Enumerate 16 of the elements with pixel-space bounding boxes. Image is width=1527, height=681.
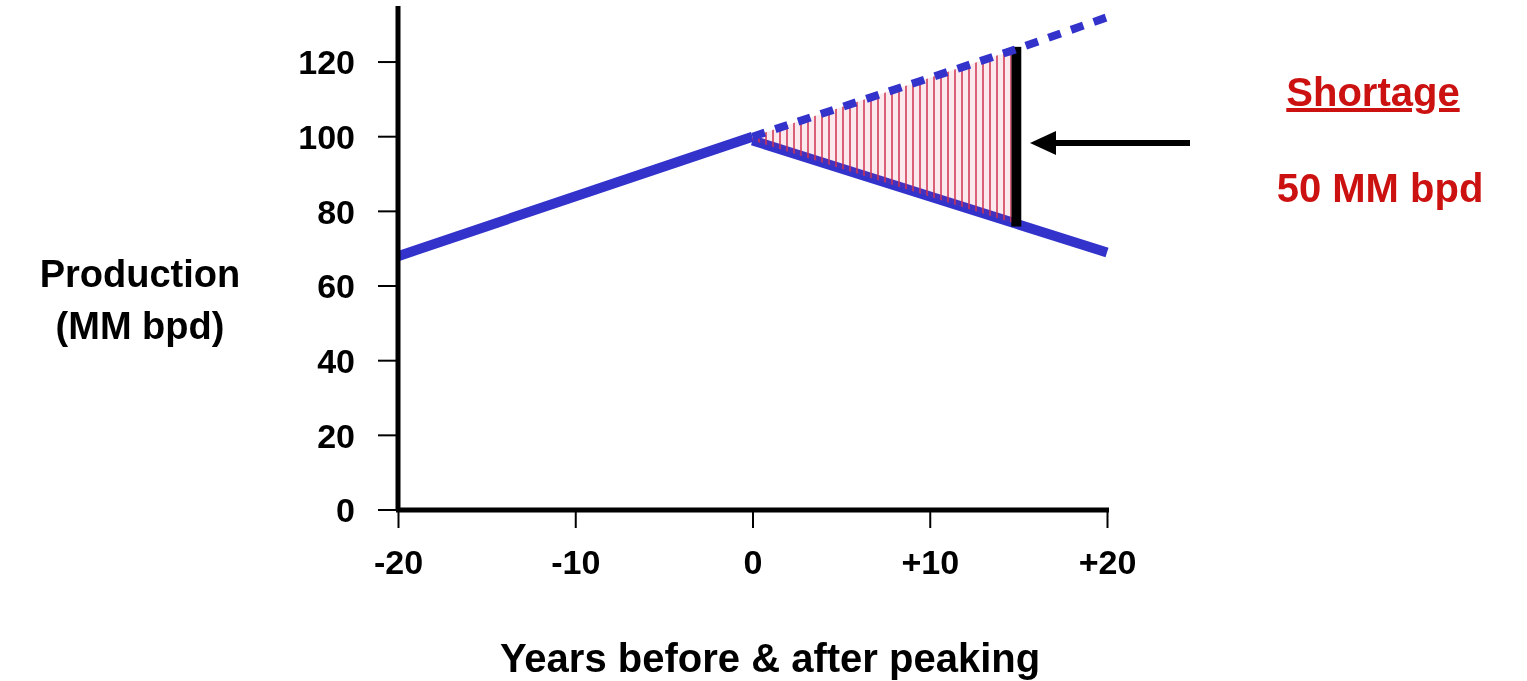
x-axis-title: Years before & after peaking <box>499 636 1041 680</box>
x-tick-label: +20 <box>1078 543 1137 582</box>
x-tick-label: -20 <box>373 543 424 582</box>
y-tick-label: 20 <box>317 416 355 455</box>
y-tick-label: 40 <box>317 341 355 380</box>
y-tick-label: 0 <box>336 491 355 530</box>
text: 50 MM bpd <box>1276 166 1484 210</box>
x-tick-label: -10 <box>551 543 601 582</box>
y-tick-label: 100 <box>298 117 355 156</box>
y-tick-label: 80 <box>317 192 355 231</box>
y-axis-title: Production (MM bpd) <box>39 253 241 347</box>
x-tick-label: 0 <box>743 543 763 582</box>
y-tick-label: 120 <box>298 43 355 82</box>
y-tick-label: 60 <box>317 267 355 306</box>
text: Shortage <box>1286 70 1460 114</box>
x-tick-label: +10 <box>901 543 960 582</box>
